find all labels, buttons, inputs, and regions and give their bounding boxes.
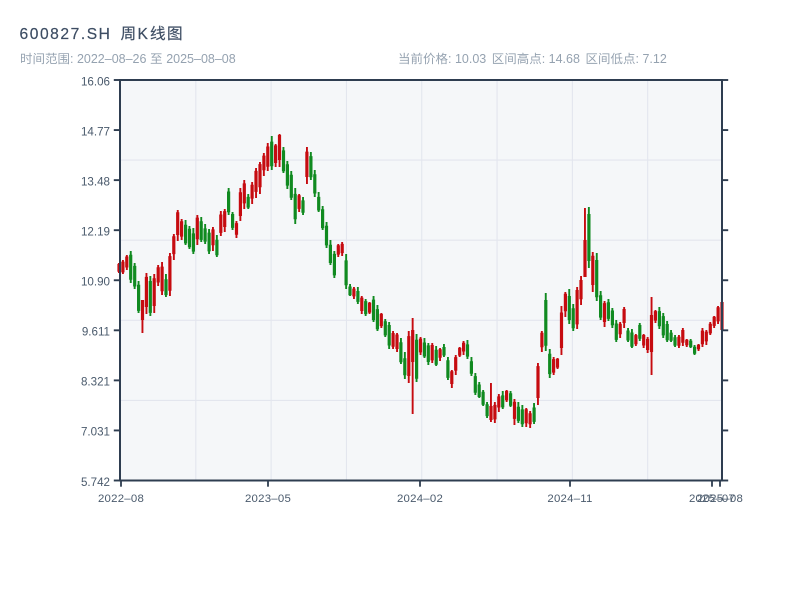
svg-text:: 2022–08–26: : 2022–08–26 [70,52,147,66]
svg-text:: 14.68: : 14.68 [542,52,580,66]
svg-text:2025–08: 2025–08 [697,493,743,505]
svg-text:2025–07: 2025–07 [689,493,735,505]
svg-text:2023–05: 2023–05 [245,493,291,505]
svg-text:10.90: 10.90 [81,276,110,289]
svg-text:5.742: 5.742 [81,476,110,489]
svg-text:9.611: 9.611 [82,326,110,339]
svg-text:16.06: 16.06 [81,75,110,88]
svg-text:13.48: 13.48 [81,175,110,188]
svg-text:2022–08: 2022–08 [98,493,144,505]
svg-text:8.321: 8.321 [81,376,110,389]
svg-text:: 7.12: : 7.12 [636,52,667,66]
svg-text:12.19: 12.19 [81,226,110,239]
svg-text:: 10.03: : 10.03 [448,52,486,66]
svg-text:2024–11: 2024–11 [547,493,592,505]
svg-text:2024–02: 2024–02 [397,493,443,505]
svg-text:14.77: 14.77 [81,125,110,138]
svg-text:K: K [138,26,149,43]
svg-text:7.031: 7.031 [81,426,110,439]
svg-text:600827.SH: 600827.SH [20,26,112,43]
svg-text:2025–08–08: 2025–08–08 [166,52,236,66]
